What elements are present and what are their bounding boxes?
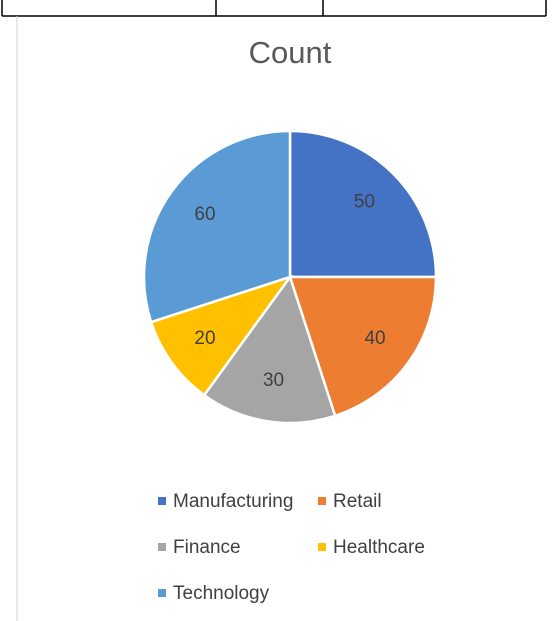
legend-swatch — [158, 497, 166, 505]
pie-slice — [288, 129, 438, 279]
pie-slice — [142, 129, 292, 324]
legend-label: Retail — [333, 491, 382, 512]
legend-label: Manufacturing — [173, 491, 293, 512]
pie-slice — [149, 274, 294, 397]
data-label: 60 — [194, 204, 215, 225]
data-label: 40 — [364, 328, 385, 349]
legend-swatch — [318, 497, 326, 505]
legend-label: Finance — [173, 537, 241, 558]
legend-swatch — [318, 543, 326, 551]
chart-title: Count — [249, 35, 332, 70]
data-label: 20 — [194, 328, 215, 349]
legend-swatch — [158, 589, 166, 597]
data-label: 30 — [263, 370, 284, 391]
data-label: 50 — [354, 192, 375, 213]
legend-label: Healthcare — [333, 537, 425, 558]
table-row — [1, 0, 547, 17]
legend-label: Technology — [173, 583, 270, 604]
legend-swatch — [158, 543, 166, 551]
pie-slice — [202, 274, 337, 425]
pie-slice — [288, 275, 438, 418]
